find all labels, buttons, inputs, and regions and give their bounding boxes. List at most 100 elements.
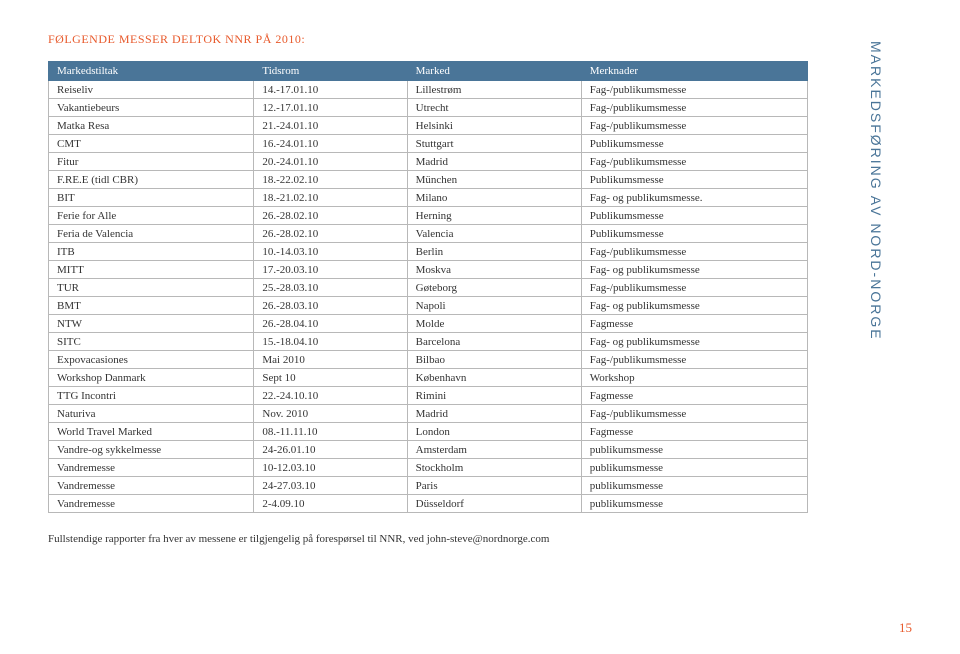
footnote-text: Fullstendige rapporter fra hver av messe… bbox=[48, 533, 912, 545]
table-cell: 18.-22.02.10 bbox=[254, 171, 407, 189]
table-cell: TTG Incontri bbox=[49, 387, 254, 405]
table-cell: TUR bbox=[49, 279, 254, 297]
table-cell: Reiseliv bbox=[49, 81, 254, 99]
table-cell: Paris bbox=[407, 477, 581, 495]
table-row: NaturivaNov. 2010MadridFag-/publikumsmes… bbox=[49, 405, 808, 423]
table-cell: 16.-24.01.10 bbox=[254, 135, 407, 153]
table-cell: Naturiva bbox=[49, 405, 254, 423]
table-cell: F.RE.E (tidl CBR) bbox=[49, 171, 254, 189]
table-cell: publikumsmesse bbox=[581, 495, 807, 513]
table-cell: Amsterdam bbox=[407, 441, 581, 459]
table-row: World Travel Marked08.-11.11.10LondonFag… bbox=[49, 423, 808, 441]
table-cell: 20.-24.01.10 bbox=[254, 153, 407, 171]
table-row: Vandre-og sykkelmesse24-26.01.10Amsterda… bbox=[49, 441, 808, 459]
table-cell: Madrid bbox=[407, 405, 581, 423]
table-cell: Moskva bbox=[407, 261, 581, 279]
table-cell: BIT bbox=[49, 189, 254, 207]
table-cell: Fag- og publikumsmesse bbox=[581, 333, 807, 351]
table-cell: Rimini bbox=[407, 387, 581, 405]
table-cell: Sept 10 bbox=[254, 369, 407, 387]
table-cell: 18.-21.02.10 bbox=[254, 189, 407, 207]
table-cell: Fitur bbox=[49, 153, 254, 171]
table-cell: Fagmesse bbox=[581, 315, 807, 333]
side-vertical-label: MARKEDSFØRING AV NORD-NORGE bbox=[868, 41, 884, 341]
table-row: Vandremesse24-27.03.10Parispublikumsmess… bbox=[49, 477, 808, 495]
table-cell: MITT bbox=[49, 261, 254, 279]
table-cell: København bbox=[407, 369, 581, 387]
table-cell: München bbox=[407, 171, 581, 189]
table-cell: Publikumsmesse bbox=[581, 207, 807, 225]
table-cell: Madrid bbox=[407, 153, 581, 171]
table-row: Fitur20.-24.01.10MadridFag-/publikumsmes… bbox=[49, 153, 808, 171]
table-row: Feria de Valencia26.-28.02.10ValenciaPub… bbox=[49, 225, 808, 243]
table-cell: Fag-/publikumsmesse bbox=[581, 99, 807, 117]
table-cell: 21.-24.01.10 bbox=[254, 117, 407, 135]
table-cell: 24-27.03.10 bbox=[254, 477, 407, 495]
table-row: BMT26.-28.03.10NapoliFag- og publikumsme… bbox=[49, 297, 808, 315]
table-cell: Fag- og publikumsmesse. bbox=[581, 189, 807, 207]
table-row: Reiseliv14.-17.01.10LillestrømFag-/publi… bbox=[49, 81, 808, 99]
col-header: Markedstiltak bbox=[49, 62, 254, 81]
table-cell: Feria de Valencia bbox=[49, 225, 254, 243]
table-cell: CMT bbox=[49, 135, 254, 153]
table-cell: Ferie for Alle bbox=[49, 207, 254, 225]
table-row: Vandremesse2-4.09.10Düsseldorfpublikumsm… bbox=[49, 495, 808, 513]
table-cell: publikumsmesse bbox=[581, 477, 807, 495]
table-cell: Herning bbox=[407, 207, 581, 225]
table-cell: Publikumsmesse bbox=[581, 225, 807, 243]
table-cell: Stuttgart bbox=[407, 135, 581, 153]
table-row: ExpovacasionesMai 2010BilbaoFag-/publiku… bbox=[49, 351, 808, 369]
table-row: BIT18.-21.02.10MilanoFag- og publikumsme… bbox=[49, 189, 808, 207]
table-cell: Molde bbox=[407, 315, 581, 333]
table-cell: 15.-18.04.10 bbox=[254, 333, 407, 351]
table-cell: Napoli bbox=[407, 297, 581, 315]
table-cell: 25.-28.03.10 bbox=[254, 279, 407, 297]
table-cell: Expovacasiones bbox=[49, 351, 254, 369]
table-cell: Fag- og publikumsmesse bbox=[581, 261, 807, 279]
table-cell: Utrecht bbox=[407, 99, 581, 117]
table-cell: Valencia bbox=[407, 225, 581, 243]
table-cell: Vandre-og sykkelmesse bbox=[49, 441, 254, 459]
table-row: NTW26.-28.04.10MoldeFagmesse bbox=[49, 315, 808, 333]
table-cell: Mai 2010 bbox=[254, 351, 407, 369]
table-cell: Fag-/publikumsmesse bbox=[581, 243, 807, 261]
table-cell: Vandremesse bbox=[49, 459, 254, 477]
table-cell: 10-12.03.10 bbox=[254, 459, 407, 477]
table-cell: Milano bbox=[407, 189, 581, 207]
events-table: Markedstiltak Tidsrom Marked Merknader R… bbox=[48, 61, 808, 513]
content-wrapper: Markedstiltak Tidsrom Marked Merknader R… bbox=[48, 61, 912, 513]
table-cell: Düsseldorf bbox=[407, 495, 581, 513]
table-cell: ITB bbox=[49, 243, 254, 261]
table-cell: Helsinki bbox=[407, 117, 581, 135]
table-cell: 26.-28.04.10 bbox=[254, 315, 407, 333]
table-row: CMT16.-24.01.10StuttgartPublikumsmesse bbox=[49, 135, 808, 153]
table-cell: 10.-14.03.10 bbox=[254, 243, 407, 261]
table-cell: 24-26.01.10 bbox=[254, 441, 407, 459]
table-cell: publikumsmesse bbox=[581, 441, 807, 459]
table-row: TUR25.-28.03.10GøteborgFag-/publikumsmes… bbox=[49, 279, 808, 297]
table-header-row: Markedstiltak Tidsrom Marked Merknader bbox=[49, 62, 808, 81]
table-row: ITB10.-14.03.10BerlinFag-/publikumsmesse bbox=[49, 243, 808, 261]
table-row: SITC15.-18.04.10BarcelonaFag- og publiku… bbox=[49, 333, 808, 351]
table-cell: BMT bbox=[49, 297, 254, 315]
table-cell: Bilbao bbox=[407, 351, 581, 369]
table-cell: Workshop Danmark bbox=[49, 369, 254, 387]
table-cell: Fag-/publikumsmesse bbox=[581, 279, 807, 297]
table-cell: Publikumsmesse bbox=[581, 135, 807, 153]
table-row: Vakantiebeurs12.-17.01.10UtrechtFag-/pub… bbox=[49, 99, 808, 117]
table-row: TTG Incontri22.-24.10.10RiminiFagmesse bbox=[49, 387, 808, 405]
table-row: Vandremesse10-12.03.10Stockholmpublikums… bbox=[49, 459, 808, 477]
col-header: Marked bbox=[407, 62, 581, 81]
col-header: Tidsrom bbox=[254, 62, 407, 81]
table-cell: Fagmesse bbox=[581, 423, 807, 441]
table-cell: Fag-/publikumsmesse bbox=[581, 117, 807, 135]
table-cell: Fag-/publikumsmesse bbox=[581, 351, 807, 369]
table-cell: 17.-20.03.10 bbox=[254, 261, 407, 279]
table-cell: 22.-24.10.10 bbox=[254, 387, 407, 405]
table-cell: Matka Resa bbox=[49, 117, 254, 135]
table-cell: Fag- og publikumsmesse bbox=[581, 297, 807, 315]
table-row: Matka Resa21.-24.01.10HelsinkiFag-/publi… bbox=[49, 117, 808, 135]
table-cell: Fag-/publikumsmesse bbox=[581, 81, 807, 99]
table-cell: NTW bbox=[49, 315, 254, 333]
table-row: Ferie for Alle26.-28.02.10HerningPubliku… bbox=[49, 207, 808, 225]
